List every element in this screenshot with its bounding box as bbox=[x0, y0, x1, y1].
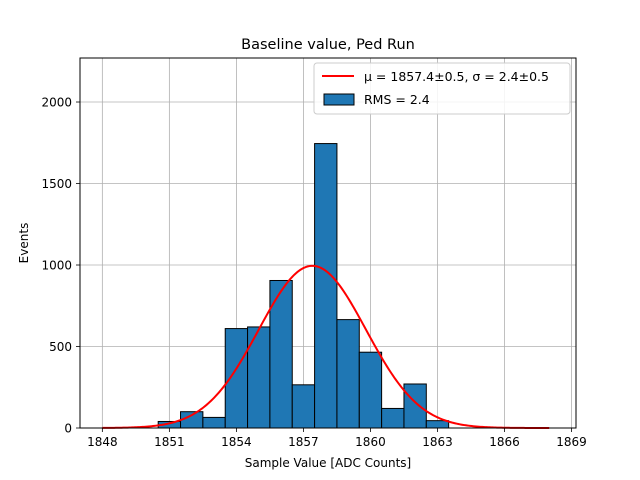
histogram-bar bbox=[224, 328, 249, 429]
x-tick-label: 1863 bbox=[422, 435, 453, 449]
histogram-bar bbox=[314, 143, 338, 429]
histogram-bar bbox=[403, 383, 427, 429]
y-axis-ticks: 0 500 1000 1500 2000 bbox=[41, 96, 80, 436]
legend-box bbox=[313, 62, 571, 115]
x-tick-label: 1854 bbox=[221, 435, 252, 449]
chart-title: Baseline value, Ped Run bbox=[241, 37, 415, 53]
x-axis-label: Sample Value [ADC Counts] bbox=[245, 456, 411, 470]
histogram-bar bbox=[202, 416, 226, 429]
histogram-bars bbox=[157, 143, 450, 429]
y-tick-label: 500 bbox=[49, 340, 72, 354]
y-tick-label: 1000 bbox=[41, 259, 72, 273]
x-axis-ticks: 1848 1851 1854 1857 1860 1863 1866 1869 bbox=[87, 428, 587, 449]
x-tick-label: 1860 bbox=[355, 435, 386, 449]
x-tick-label: 1866 bbox=[489, 435, 520, 449]
y-tick-label: 0 bbox=[64, 422, 72, 436]
fit-curve bbox=[102, 264, 550, 429]
x-tick-label: 1869 bbox=[556, 435, 587, 449]
histogram-bar bbox=[336, 319, 360, 429]
legend-hist-label: RMS = 2.4 bbox=[364, 92, 430, 107]
x-tick-label: 1851 bbox=[154, 435, 185, 449]
y-axis-label: Events bbox=[17, 223, 31, 264]
legend-fit-label: μ = 1857.4±0.5, σ = 2.4±0.5 bbox=[364, 69, 549, 84]
x-tick-label: 1857 bbox=[288, 435, 319, 449]
x-tick-label: 1848 bbox=[87, 435, 118, 449]
y-tick-label: 1500 bbox=[41, 177, 72, 191]
legend-hist-swatch bbox=[323, 93, 355, 106]
plot-frame bbox=[79, 57, 577, 429]
histogram-bar bbox=[291, 384, 316, 429]
histogram-bar bbox=[358, 351, 383, 429]
legend: μ = 1857.4±0.5, σ = 2.4±0.5 RMS = 2.4 bbox=[313, 62, 571, 115]
histogram-bar bbox=[425, 420, 450, 429]
histogram-bar bbox=[381, 407, 405, 429]
y-tick-label: 2000 bbox=[41, 96, 72, 110]
gaussian-fit bbox=[102, 264, 550, 429]
